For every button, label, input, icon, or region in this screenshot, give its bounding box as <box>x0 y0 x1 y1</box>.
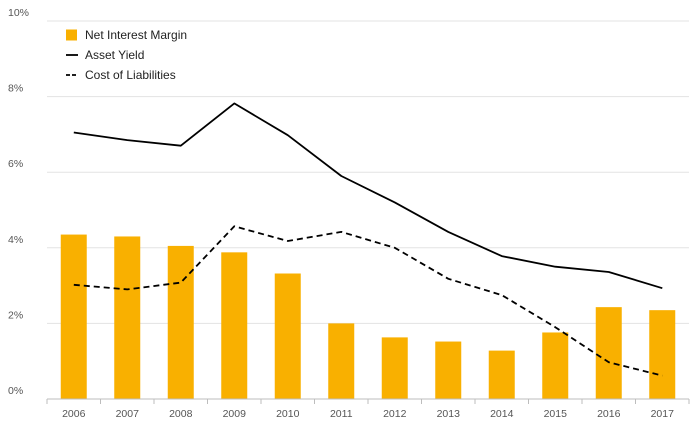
x-tick-label: 2008 <box>169 408 193 420</box>
bar <box>328 323 355 399</box>
bar <box>542 332 569 399</box>
x-tick-label: 2007 <box>116 408 140 420</box>
legend-item: Asset Yield <box>66 48 144 62</box>
y-tick-label: 4% <box>8 234 23 246</box>
y-tick-label: 2% <box>8 309 23 321</box>
bar <box>381 337 408 399</box>
y-tick-label: 6% <box>8 158 23 170</box>
bar-series <box>60 234 676 399</box>
bar <box>274 273 301 399</box>
line-series <box>73 102 663 377</box>
x-tick-label: 2014 <box>490 408 514 420</box>
legend-item: Cost of Liabilities <box>66 68 176 82</box>
bar <box>60 234 87 399</box>
cost-of-liabilities-line <box>73 225 663 377</box>
bar <box>167 245 194 399</box>
y-tick-label: 10% <box>8 7 29 19</box>
legend-label: Net Interest Margin <box>85 28 187 42</box>
x-axis: 2006 2007 2008 2009 2010 2011 2012 2013 2014 2015… <box>46 398 690 420</box>
x-tick-label: 2009 <box>223 408 247 420</box>
bar <box>435 341 462 399</box>
x-tick-label: 2015 <box>544 408 568 420</box>
y-tick-label: 0% <box>8 385 23 397</box>
legend-label: Asset Yield <box>85 48 144 62</box>
y-tick-label: 8% <box>8 83 23 95</box>
x-tick-label: 2013 <box>437 408 461 420</box>
x-tick-label: 2010 <box>276 408 300 420</box>
bar <box>649 310 676 399</box>
x-tick-label: 2011 <box>330 408 353 420</box>
legend-swatch <box>66 29 77 41</box>
bar <box>221 252 248 399</box>
x-tick-label: 2012 <box>383 408 407 420</box>
legend-item: Net Interest Margin <box>66 28 187 42</box>
asset-yield-line <box>73 102 663 290</box>
x-tick-label: 2016 <box>597 408 621 420</box>
x-tick-label: 2017 <box>651 408 675 420</box>
y-axis-ticks: 0% 2% 4% 6% 8% 10% <box>8 7 29 397</box>
legend: Net Interest Margin Asset Yield Cost of Li… <box>66 28 187 82</box>
bar <box>595 307 622 399</box>
bar <box>488 350 515 399</box>
bar <box>114 236 141 399</box>
legend-label: Cost of Liabilities <box>85 68 176 82</box>
x-tick-label: 2006 <box>62 408 86 420</box>
